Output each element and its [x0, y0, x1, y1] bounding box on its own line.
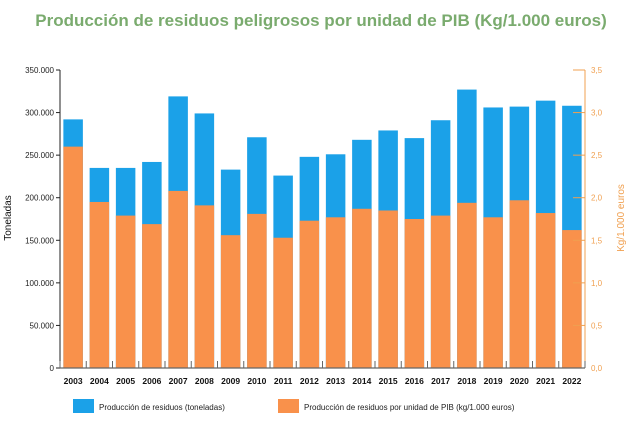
bars-layer: [63, 89, 582, 369]
right-tick-label: 0,0: [591, 364, 603, 373]
bar-residuos-pib-2014: [352, 208, 372, 368]
bar-residuos-pib-2011: [273, 237, 293, 368]
x-tick-label-2009: 2009: [221, 376, 240, 386]
legend-label-residuos: Producción de residuos (toneladas): [99, 403, 225, 412]
x-tick-label-2008: 2008: [195, 376, 214, 386]
y-axis-title: Toneladas: [3, 195, 14, 241]
bar-residuos-pib-2010: [247, 213, 267, 368]
x-tick-label-2012: 2012: [300, 376, 319, 386]
right-tick-label: 0,5: [591, 321, 603, 330]
left-tick-label: 250.000: [25, 151, 54, 160]
x-tick-label-2006: 2006: [142, 376, 161, 386]
right-tick-label: 2,5: [591, 151, 603, 160]
bar-residuos-pib-2008: [194, 205, 215, 368]
bar-residuos-pib-2007: [168, 190, 188, 368]
legend-label-residuos-pib: Producción de residuos por unidad de PIB…: [304, 403, 515, 412]
bar-residuos-pib-2004: [89, 201, 110, 368]
left-tick-label: 200.000: [25, 194, 54, 203]
bar-residuos-pib-2009: [220, 235, 241, 368]
bar-residuos-pib-2013: [325, 217, 346, 368]
x-tick-label-2015: 2015: [379, 376, 398, 386]
bar-residuos-pib-2006: [142, 224, 162, 368]
x-tick-label-2010: 2010: [247, 376, 266, 386]
x-tick-label-2013: 2013: [326, 376, 345, 386]
bar-residuos-pib-2016: [404, 219, 425, 368]
left-tick-label: 0: [50, 364, 55, 373]
bar-residuos-pib-2021: [535, 213, 556, 368]
x-tick-label-2004: 2004: [90, 376, 109, 386]
x-tick-label-2014: 2014: [352, 376, 371, 386]
legend-swatch-residuos-pib: [278, 399, 299, 413]
left-tick-label: 100.000: [25, 279, 54, 288]
legend-swatch-residuos: [73, 399, 94, 413]
x-tick-label-2021: 2021: [536, 376, 555, 386]
x-tick-label-2007: 2007: [169, 376, 188, 386]
legend: Producción de residuos (toneladas) Produ…: [73, 399, 515, 413]
bar-residuos-pib-2015: [378, 210, 398, 368]
x-tick-label-2017: 2017: [431, 376, 450, 386]
right-tick-label: 3,5: [591, 66, 603, 75]
right-tick-label: 1,5: [591, 236, 603, 245]
right-tick-label: 2,0: [591, 194, 603, 203]
bar-residuos-pib-2003: [63, 146, 83, 368]
bar-residuos-pib-2017: [430, 215, 451, 368]
x-tick-label-2016: 2016: [405, 376, 424, 386]
bar-residuos-pib-2022: [562, 230, 582, 368]
bar-residuos-pib-2019: [483, 217, 503, 368]
y2-axis-title: Kg/1.000 euros: [616, 184, 627, 252]
bar-residuos-pib-2005: [115, 215, 136, 368]
left-axis: 0 50.000 100.000 150.000 200.000 250.000 300.0…: [25, 66, 61, 373]
x-tick-label-2020: 2020: [510, 376, 529, 386]
bar-residuos-pib-2018: [457, 202, 477, 368]
bar-residuos-pib-2020: [509, 200, 530, 368]
x-tick-label-2005: 2005: [116, 376, 135, 386]
chart-title: Producción de residuos peligrosos por un…: [35, 11, 607, 30]
x-tick-label-2003: 2003: [64, 376, 83, 386]
x-axis: 2003 2004 2005 2006 2007 2008 2009 2010 2011 2012…: [59, 361, 586, 386]
left-tick-label: 350.000: [25, 66, 54, 75]
right-axis: 0,0 0,5 1,0 1,5 2,0 2,5 3,0 3,5: [573, 66, 603, 373]
left-tick-label: 300.000: [25, 109, 54, 118]
right-tick-label: 3,0: [591, 109, 603, 118]
x-tick-label-2018: 2018: [457, 376, 476, 386]
x-tick-label-2011: 2011: [274, 376, 293, 386]
bar-residuos-pib-2012: [299, 220, 320, 368]
x-tick-label-2019: 2019: [484, 376, 503, 386]
left-tick-label: 150.000: [25, 236, 54, 245]
left-tick-label: 50.000: [30, 321, 55, 330]
x-tick-label-2022: 2022: [562, 376, 581, 386]
right-tick-label: 1,0: [591, 279, 603, 288]
